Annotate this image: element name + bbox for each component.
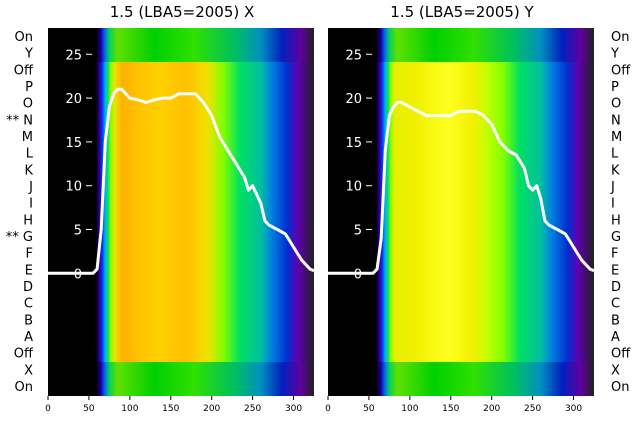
x-tick-label: 100 (401, 404, 418, 414)
row-label: L (26, 147, 34, 162)
y-tick-label: 15 (65, 136, 82, 151)
row-label: L (611, 147, 619, 162)
y-tick-label: 5 (354, 224, 362, 239)
x-tick-label: 50 (83, 404, 95, 414)
row-label: F (611, 247, 618, 262)
row-label: H (611, 213, 621, 228)
panel-title: 1.5 (LBA5=2005) X (110, 3, 255, 21)
row-label: ** G (6, 230, 33, 245)
row-label: E (25, 263, 33, 278)
heatmap-dim-top (328, 28, 594, 62)
row-label: E (611, 263, 619, 278)
y-tick-label: 10 (345, 180, 362, 195)
x-tick-label: 200 (203, 404, 220, 414)
row-label: O (23, 97, 33, 112)
x-ticks: 0 50 100 150 200 250 300 (45, 396, 302, 414)
row-label: C (611, 297, 620, 312)
y-tick-label: 25 (65, 48, 82, 63)
row-label: ** N (6, 113, 33, 128)
row-label: P (25, 80, 33, 95)
x-tick-label: 250 (524, 404, 541, 414)
x-tick-label: 0 (45, 404, 51, 414)
row-label: X (611, 363, 620, 378)
y-ticks: 0 5 10 15 20 25 (345, 48, 372, 282)
series-line (328, 101, 595, 275)
y-tick-label: 20 (345, 92, 362, 107)
row-label: Off (611, 347, 631, 362)
heatmap-bright (48, 62, 314, 362)
series-line (48, 87, 315, 275)
row-label: K (24, 163, 33, 178)
row-label: On (611, 30, 629, 45)
y-tick-label: 20 (65, 92, 82, 107)
row-label: P (611, 80, 619, 95)
x-tick-label: 250 (244, 404, 261, 414)
y-tick-label: 10 (65, 180, 82, 195)
row-label: B (611, 313, 620, 328)
heatmap-dim-bottom (328, 362, 594, 396)
panel-title: 1.5 (LBA5=2005) Y (390, 3, 534, 21)
y-tick-label: 5 (74, 224, 82, 239)
row-label: D (611, 280, 621, 295)
row-label: G (611, 230, 621, 245)
heatmap-bright (328, 62, 594, 362)
row-label: Y (610, 47, 619, 62)
row-label: M (22, 130, 33, 145)
x-tick-label: 300 (565, 404, 582, 414)
row-label: Y (24, 47, 33, 62)
y-tick-label: 0 (74, 267, 82, 282)
row-label: A (24, 330, 33, 345)
row-label: X (24, 363, 33, 378)
row-label: H (23, 213, 33, 228)
row-label: On (15, 30, 33, 45)
row-label: F (26, 247, 33, 262)
row-label: M (611, 130, 622, 145)
x-tick-label: 150 (442, 404, 459, 414)
x-tick-label: 0 (325, 404, 331, 414)
row-label: On (611, 380, 629, 395)
x-ticks: 0 50 100 150 200 250 300 (325, 396, 582, 414)
y-tick-label: 0 (354, 267, 362, 282)
row-label: J (610, 180, 615, 195)
row-label: C (24, 297, 33, 312)
row-label: Off (611, 63, 631, 78)
row-label: D (23, 280, 33, 295)
row-label: Off (14, 347, 34, 362)
x-tick-label: 50 (363, 404, 375, 414)
y-ticks: 0 5 10 15 20 25 (65, 48, 92, 282)
x-tick-label: 150 (162, 404, 179, 414)
x-tick-label: 300 (285, 404, 302, 414)
heatmap-dim-top (48, 28, 314, 62)
x-tick-label: 200 (483, 404, 500, 414)
y-tick-label: 25 (345, 48, 362, 63)
row-label: A (611, 330, 620, 345)
row-label: J (28, 180, 33, 195)
row-label: I (29, 197, 33, 212)
row-label: On (15, 380, 33, 395)
heatmap-dim-bottom (48, 362, 314, 396)
y-tick-label: 15 (345, 136, 362, 151)
panel-y: 1.5 (LBA5=2005) Y OnXOffABCDEFGHIJKLMNOP… (325, 3, 631, 414)
row-label: O (611, 97, 621, 112)
row-label: I (611, 197, 615, 212)
row-label: Off (14, 63, 34, 78)
row-label: B (24, 313, 33, 328)
x-tick-label: 100 (121, 404, 138, 414)
row-label: N (611, 113, 621, 128)
row-label: K (611, 163, 620, 178)
